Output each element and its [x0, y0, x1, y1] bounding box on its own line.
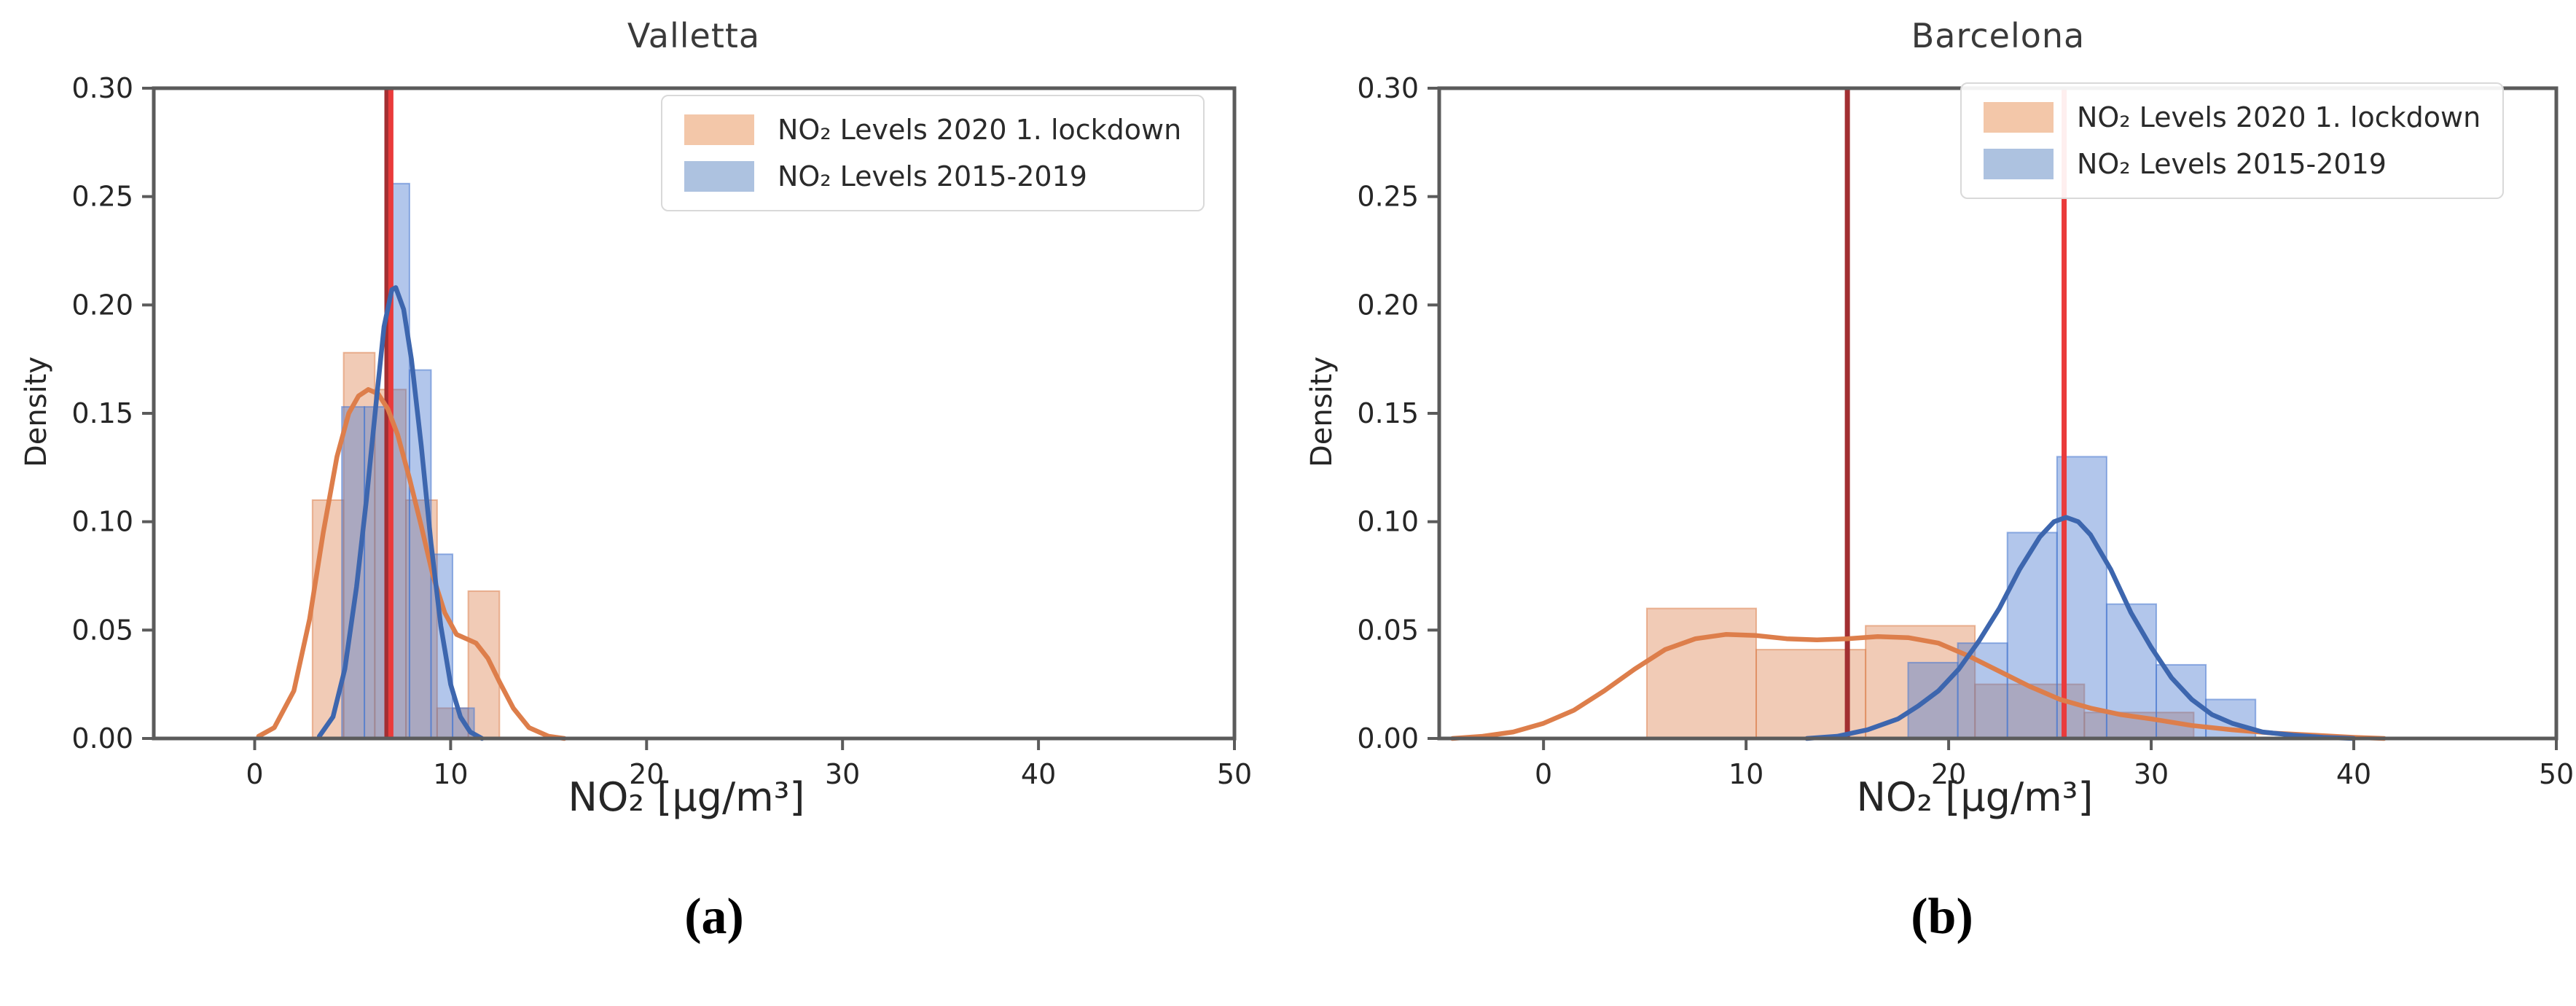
kde-line-blue — [1804, 515, 2357, 741]
x-tick-label: 40 — [2336, 758, 2371, 790]
barcelona-legend: NO₂ Levels 2020 1. lockdown NO₂ Levels 2… — [1960, 82, 2505, 199]
valletta-x-axis-label: NO₂ [µg/m³] — [568, 774, 805, 820]
y-tick-label: 0.15 — [71, 397, 133, 429]
x-tick-label: 40 — [1021, 758, 1056, 790]
y-tick-label: 0.05 — [71, 614, 133, 646]
legend-item-lockdown-2020: NO₂ Levels 2020 1. lockdown — [1984, 101, 2481, 133]
y-tick-label: 0.20 — [71, 289, 133, 321]
plot-title-barcelona: Barcelona — [1911, 16, 2086, 55]
y-tick-label: 0.30 — [71, 72, 133, 104]
kde-line-blue — [316, 285, 485, 741]
y-tick-label: 0.25 — [71, 181, 133, 213]
legend-item-2015-2019: NO₂ Levels 2015-2019 — [684, 160, 1181, 192]
hist-bar-orange-0 — [1645, 607, 1758, 739]
orange-swatch-icon — [1984, 102, 2054, 133]
kde-line-orange — [1449, 632, 2387, 741]
legend-item-2015-2019: NO₂ Levels 2015-2019 — [1984, 148, 2481, 180]
orange-swatch-icon — [684, 114, 754, 145]
legend-label: NO₂ Levels 2020 1. lockdown — [778, 114, 1182, 146]
hist-bar-blue-0 — [1907, 661, 1959, 740]
blue-swatch-icon — [1984, 149, 2054, 179]
x-tick-label: 50 — [1217, 758, 1252, 790]
y-tick-label: 0.15 — [1357, 397, 1419, 429]
y-tick-label: 0.25 — [1357, 181, 1419, 213]
blue-swatch-icon — [684, 161, 754, 192]
subfigure-caption-b: (b) — [1911, 889, 1973, 945]
hist-bar-orange-0 — [311, 499, 345, 740]
legend-label: NO₂ Levels 2020 1. lockdown — [2077, 101, 2481, 133]
x-tick-label: 10 — [1729, 758, 1763, 790]
x-tick-label: 20 — [1931, 758, 1966, 790]
x-tick-label: 30 — [2134, 758, 2169, 790]
hist-bar-orange-2 — [1865, 625, 1976, 739]
valletta-legend: NO₂ Levels 2020 1. lockdown NO₂ Levels 2… — [661, 95, 1205, 211]
plot-title-valletta: Valletta — [627, 16, 761, 55]
y-tick-label: 0.30 — [1357, 72, 1419, 104]
y-tick-label: 0.10 — [1357, 506, 1419, 538]
x-tick-label: 20 — [629, 758, 664, 790]
hist-bar-blue-2 — [2006, 531, 2058, 739]
legend-label: NO₂ Levels 2015-2019 — [2077, 148, 2387, 180]
valletta-y-axis-label: Density — [20, 356, 53, 468]
legend-item-lockdown-2020: NO₂ Levels 2020 1. lockdown — [684, 114, 1181, 146]
valletta-plot-canvas: 0 10 20 30 40 50 0.00 0.05 0.10 0.15 0.20 0.25 0.30 — [71, 72, 1252, 790]
x-tick-label: 50 — [2539, 758, 2574, 790]
barcelona-plot-canvas: 0 10 20 30 40 50 0.00 0.05 0.10 0.15 0.20 0.25 0.30 — [1357, 72, 2574, 790]
barcelona-x-axis-label: NO₂ [µg/m³] — [1856, 774, 2094, 820]
y-tick-label: 0.20 — [1357, 289, 1419, 321]
x-tick-label: 0 — [246, 758, 263, 790]
y-tick-label: 0.00 — [1357, 722, 1419, 754]
y-tick-label: 0.00 — [71, 722, 133, 754]
y-tick-label: 0.05 — [1357, 614, 1419, 646]
x-tick-label: 0 — [1535, 758, 1552, 790]
legend-label: NO₂ Levels 2015-2019 — [778, 160, 1087, 192]
hist-bar-blue-1 — [364, 406, 388, 739]
y-tick-label: 0.10 — [71, 506, 133, 538]
kde-line-orange — [256, 387, 567, 741]
subfigure-caption-a: (a) — [684, 889, 744, 945]
x-tick-label: 30 — [825, 758, 860, 790]
barcelona-y-axis-label: Density — [1305, 356, 1339, 468]
hist-bar-blue-0 — [341, 406, 366, 739]
x-tick-label: 10 — [433, 758, 468, 790]
